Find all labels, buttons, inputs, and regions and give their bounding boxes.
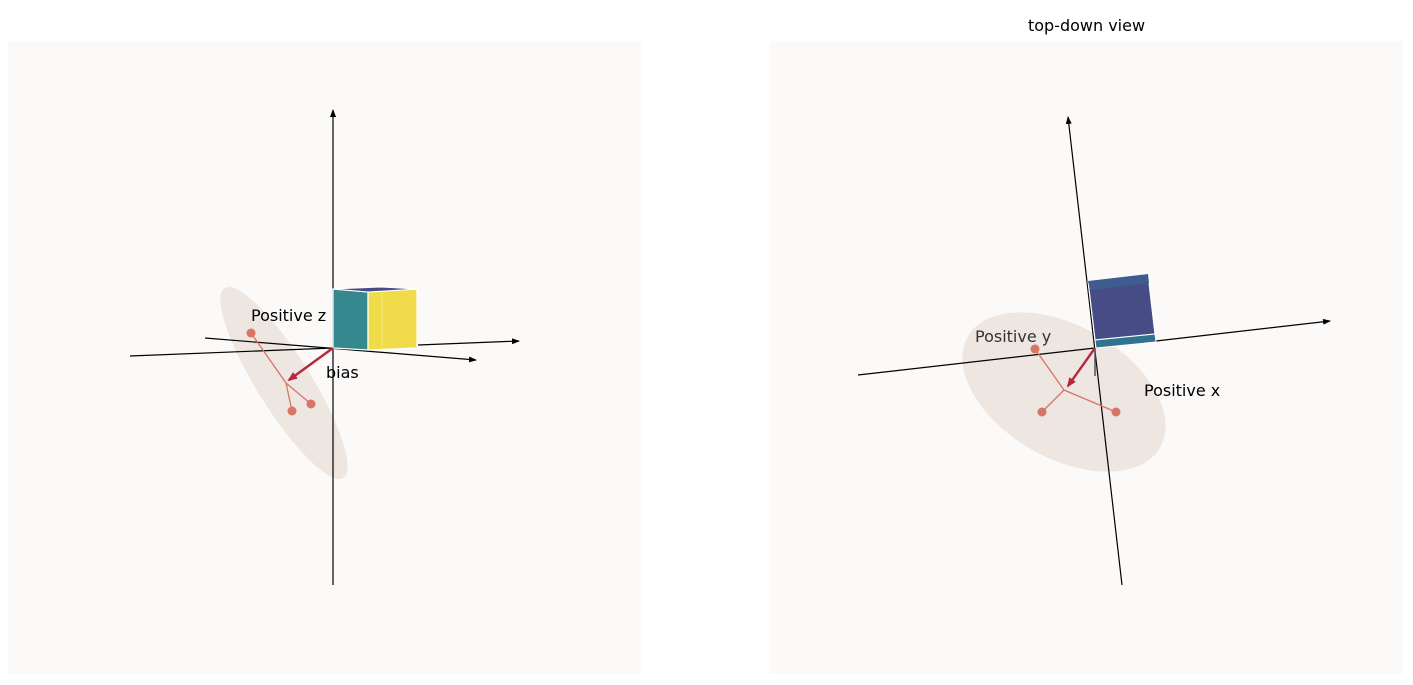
right-cube — [1087, 273, 1157, 349]
right-distribution-ellipse — [962, 312, 1166, 472]
right-point — [1037, 407, 1047, 417]
left-point — [306, 399, 316, 409]
right-panel-title: top-down view — [1027, 16, 1146, 35]
left-scene: Positive z bias — [129, 109, 520, 585]
right-axis-label-y: Positive y — [975, 327, 1051, 346]
right-bias-arrow — [1066, 347, 1096, 388]
left-bias-arrow — [287, 347, 334, 382]
right-axis-horizontal-front — [1155, 318, 1331, 342]
left-3d-plot-panel — [8, 41, 641, 674]
left-bias-label: bias — [326, 363, 359, 382]
left-axis-back — [129, 347, 334, 357]
left-point — [246, 328, 256, 338]
left-point — [287, 406, 297, 416]
right-point-tree — [1034, 348, 1117, 413]
right-axis-label-x: Positive x — [1144, 381, 1220, 400]
right-point — [1111, 407, 1121, 417]
left-axis-right — [417, 338, 520, 346]
right-axis-horizontal — [857, 347, 1096, 376]
left-cube — [332, 286, 418, 351]
left-axis-label-z: Positive z — [251, 306, 326, 325]
left-point-tree — [250, 332, 312, 412]
right-point — [1030, 344, 1040, 354]
right-scene: Positive y Positive x — [857, 116, 1331, 586]
